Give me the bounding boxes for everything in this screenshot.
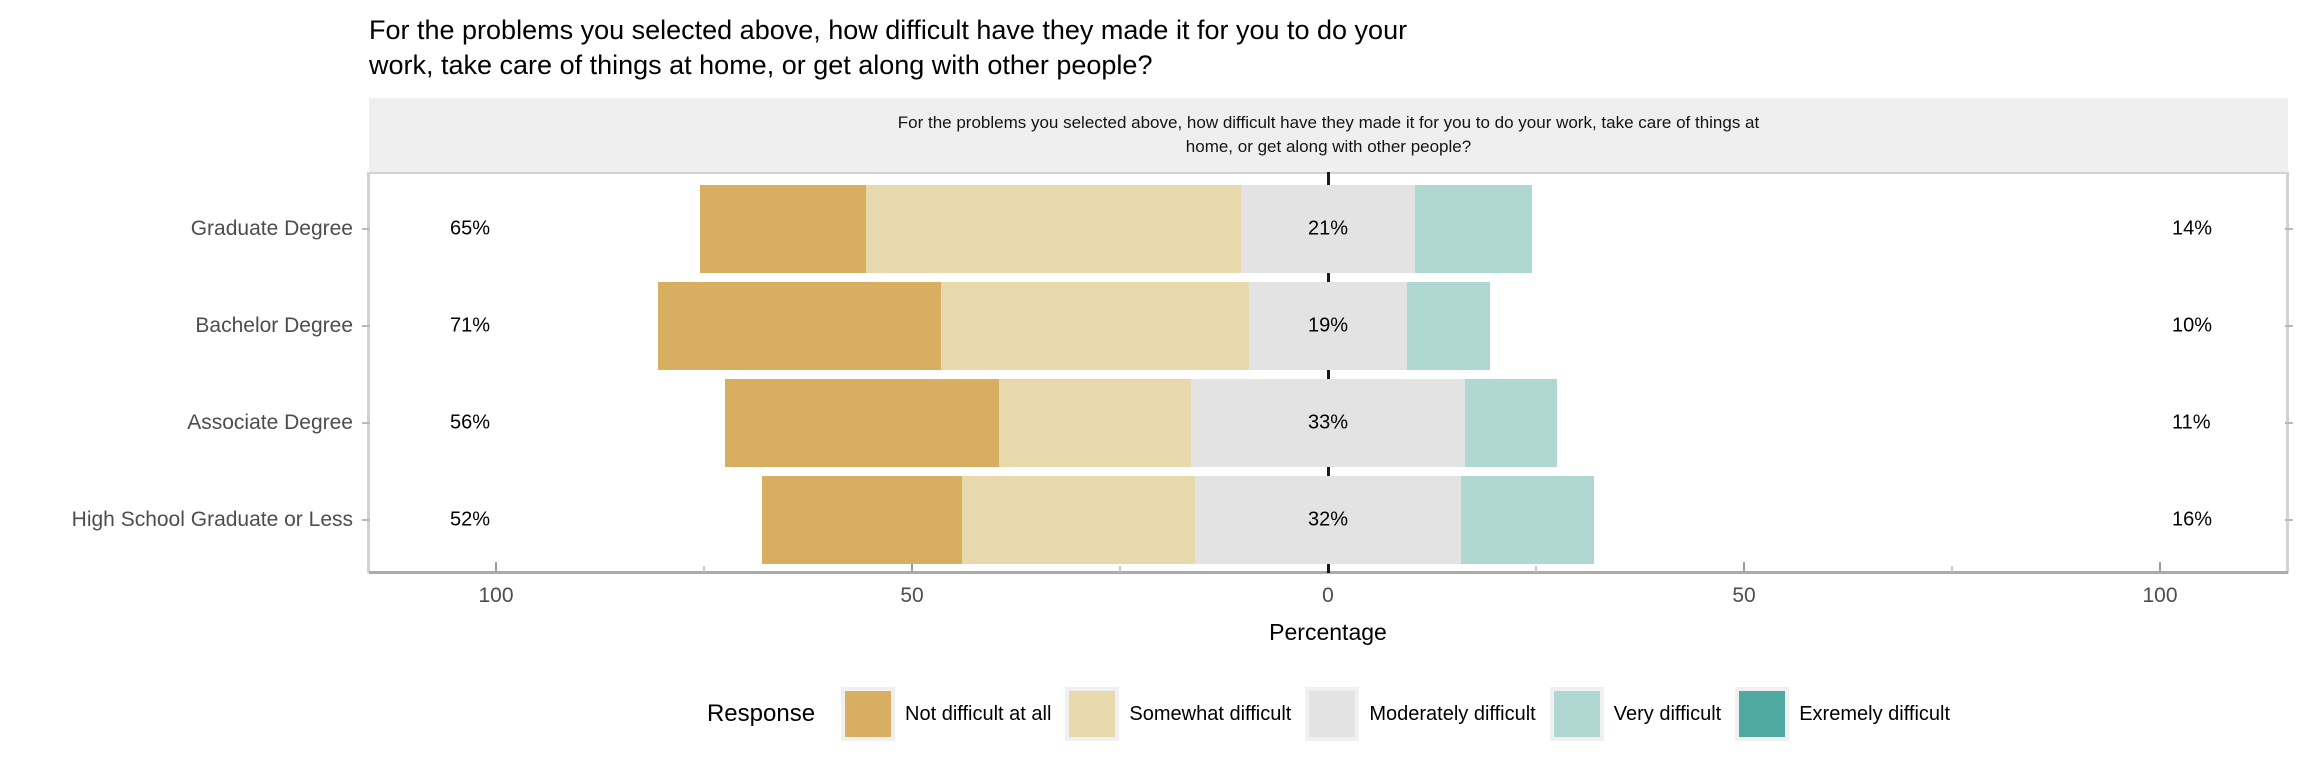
facet-strip-line2: home, or get along with other people? [1185, 137, 1472, 156]
bar-segment-not-difficult-at-all [699, 185, 867, 273]
bar-label-center: 33% [1307, 411, 1349, 434]
bar-segment-moderately-difficult [1194, 476, 1462, 564]
chart-title-line1: For the problems you selected above, how… [369, 15, 1408, 45]
y-axis-tick-left [362, 325, 370, 327]
bar-segment-not-difficult-at-all [762, 476, 962, 564]
x-axis-minor-tick [1119, 566, 1121, 572]
facet-strip: For the problems you selected above, how… [369, 98, 2288, 172]
panel-border-right [2286, 172, 2289, 573]
legend-key-swatch [845, 691, 892, 737]
bar-row [699, 185, 1532, 273]
chart-title-line2: work, take care of things at home, or ge… [369, 50, 1153, 80]
legend-item-label: Somewhat difficult [1129, 702, 1292, 725]
x-axis-minor-tick [1535, 566, 1537, 572]
legend-key-swatch [1309, 691, 1356, 737]
legend-item-exremely-difficult: Exremely difficult [1739, 691, 1950, 737]
legend: Response Not difficult at all Somewhat di… [369, 688, 2288, 740]
y-axis-tick-right [2285, 519, 2293, 521]
x-axis-minor-tick [1951, 566, 1953, 572]
y-axis-label: Bachelor Degree [195, 314, 353, 337]
chart-title: For the problems you selected above, how… [369, 13, 1407, 83]
legend-item-somewhat-difficult: Somewhat difficult [1069, 691, 1291, 737]
panel-border-left [367, 172, 370, 573]
bar-label-center: 19% [1307, 314, 1349, 337]
x-axis-minor-tick [703, 566, 705, 572]
bar-segment-somewhat-difficult [941, 282, 1249, 370]
x-axis-tick [911, 562, 913, 572]
x-axis-tick [1743, 562, 1745, 572]
bar-label-right: 10% [2172, 314, 2213, 337]
bar-segment-not-difficult-at-all [658, 282, 942, 370]
legend-item-label: Very difficult [1613, 702, 1722, 725]
bar-row [658, 282, 1491, 370]
legend-key-swatch [1553, 691, 1600, 737]
bar-segment-somewhat-difficult [866, 185, 1241, 273]
legend-key-swatch [1069, 691, 1116, 737]
legend-item-moderately-difficult: Moderately difficult [1309, 691, 1536, 737]
y-axis-tick-right [2285, 422, 2293, 424]
legend-items: Not difficult at all Somewhat difficult Mo… [827, 691, 1950, 737]
x-axis-tick-label: 100 [2142, 584, 2178, 607]
bar-segment-very-difficult [1465, 379, 1557, 467]
x-axis-tick-label: 0 [1322, 584, 1334, 607]
y-axis-tick-left [362, 228, 370, 230]
y-axis-tick-right [2285, 228, 2293, 230]
x-axis-tick-label: 50 [1732, 584, 1756, 607]
y-axis-label: Graduate Degree [190, 217, 353, 240]
legend-item-very-difficult: Very difficult [1553, 691, 1722, 737]
x-axis-tick [2159, 562, 2161, 572]
x-axis-tick-label: 50 [900, 584, 924, 607]
bar-segment-very-difficult [1415, 185, 1532, 273]
bar-label-left: 52% [450, 508, 491, 531]
bar-segment-very-difficult [1407, 282, 1491, 370]
legend-key-swatch [1739, 691, 1786, 737]
bar-label-left: 71% [450, 314, 491, 337]
y-axis-label: Associate Degree [187, 411, 353, 434]
bar-row [762, 476, 1595, 564]
bar-segment-not-difficult-at-all [724, 379, 1000, 467]
bar-segment-somewhat-difficult [999, 379, 1191, 467]
bar-label-right: 16% [2172, 508, 2213, 531]
legend-item-label: Exremely difficult [1799, 702, 1951, 725]
facet-strip-line1: For the problems you selected above, how… [897, 113, 1760, 132]
y-axis-tick-left [362, 422, 370, 424]
bar-segment-very-difficult [1461, 476, 1595, 564]
bar-label-right: 11% [2172, 411, 2211, 434]
bar-segment-moderately-difficult [1248, 282, 1408, 370]
y-axis-tick-left [362, 519, 370, 521]
bar-label-left: 56% [450, 411, 491, 434]
bar-label-left: 65% [450, 217, 491, 240]
legend-item-label: Not difficult at all [905, 702, 1052, 725]
bar-label-center: 32% [1307, 508, 1349, 531]
legend-item-label: Moderately difficult [1369, 702, 1536, 725]
bar-segment-moderately-difficult [1240, 185, 1416, 273]
y-axis-tick-right [2285, 325, 2293, 327]
bar-label-center: 21% [1307, 217, 1349, 240]
y-axis-label: High School Graduate or Less [71, 508, 353, 531]
bar-label-right: 14% [2172, 217, 2213, 240]
x-axis-tick-label: 100 [478, 584, 514, 607]
legend-item-not-difficult-at-all: Not difficult at all [845, 691, 1051, 737]
bar-segment-somewhat-difficult [961, 476, 1195, 564]
bar-row [724, 379, 1557, 467]
legend-title: Response [706, 700, 816, 727]
x-axis-tick [495, 562, 497, 572]
zero-reference-line [1326, 172, 1330, 573]
x-axis-title: Percentage [1269, 619, 1387, 645]
bar-segment-moderately-difficult [1190, 379, 1466, 467]
